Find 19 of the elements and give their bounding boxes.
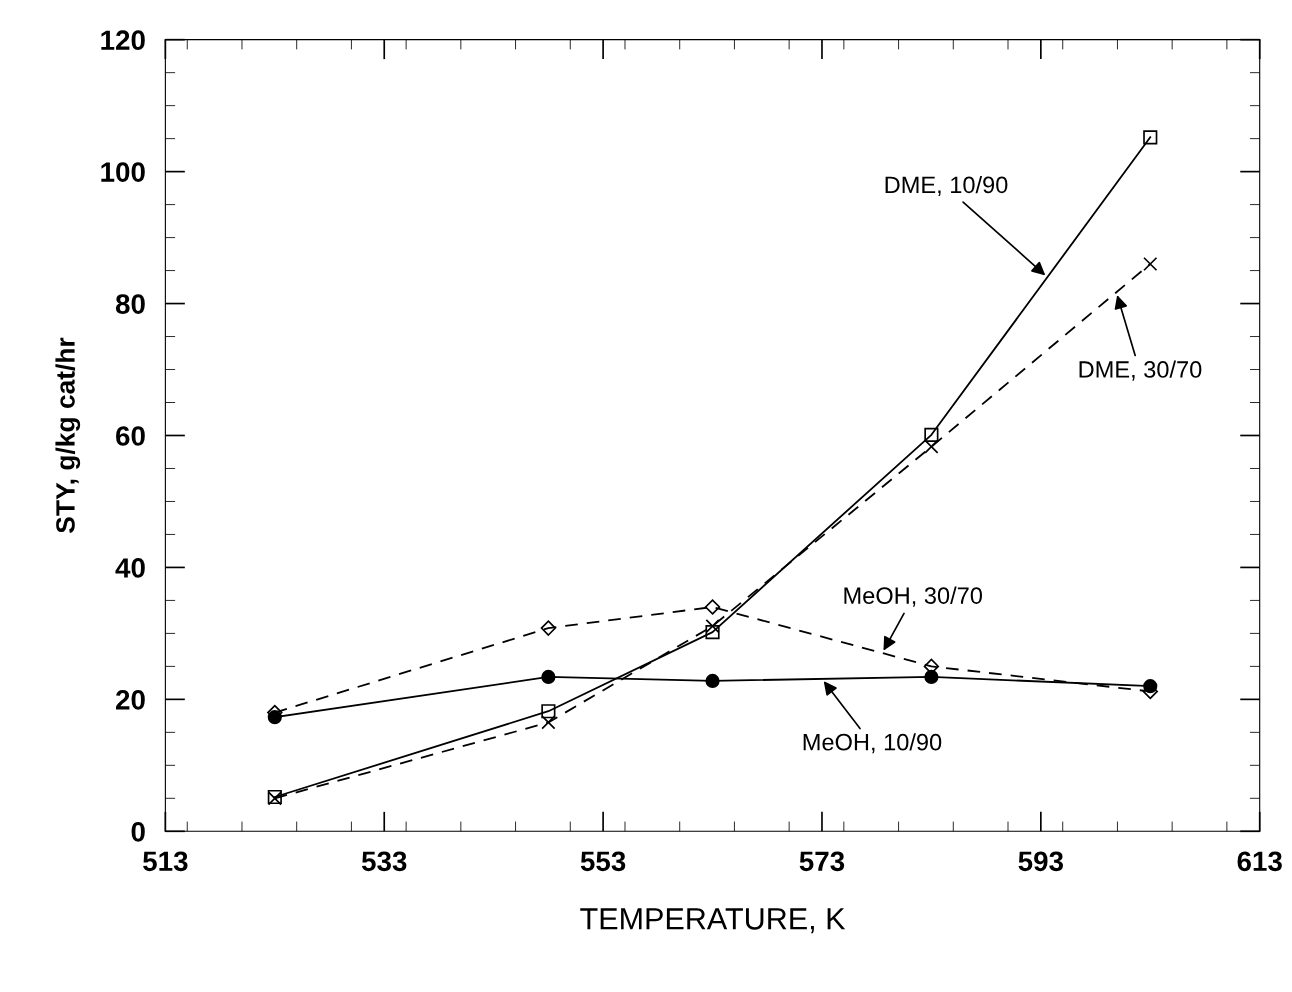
y-tick-label: 0 bbox=[131, 821, 145, 842]
y-tick-label: 60 bbox=[116, 426, 145, 446]
x-tick-label: 513 bbox=[143, 851, 188, 872]
x-tick-label: 573 bbox=[799, 851, 845, 872]
y-tick-label: 120 bbox=[101, 30, 145, 51]
y-tick-label: 40 bbox=[115, 558, 145, 578]
y-tick-label: 100 bbox=[101, 162, 145, 182]
x-tick-label: 533 bbox=[361, 851, 407, 872]
x-tick-label: 613 bbox=[1237, 851, 1282, 872]
annotation: MeOH, 10/90 bbox=[803, 733, 942, 754]
annotation: MeOH, 30/70 bbox=[844, 586, 983, 607]
y-tick-label: 20 bbox=[116, 690, 145, 710]
y-axis-title: STY, g/kg cat/hr bbox=[55, 337, 81, 533]
y-tick-label: 80 bbox=[115, 294, 145, 314]
x-tick-label: 553 bbox=[580, 851, 626, 872]
x-tick-label: 593 bbox=[1018, 851, 1064, 872]
annotation: DME, 10/90 bbox=[885, 175, 1008, 197]
x-axis-title: TEMPERATURE, K bbox=[580, 908, 846, 934]
annotation: DME, 30/70 bbox=[1079, 360, 1202, 381]
